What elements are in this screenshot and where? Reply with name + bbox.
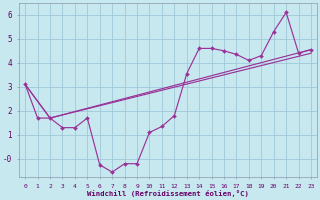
X-axis label: Windchill (Refroidissement éolien,°C): Windchill (Refroidissement éolien,°C) [87,190,249,197]
